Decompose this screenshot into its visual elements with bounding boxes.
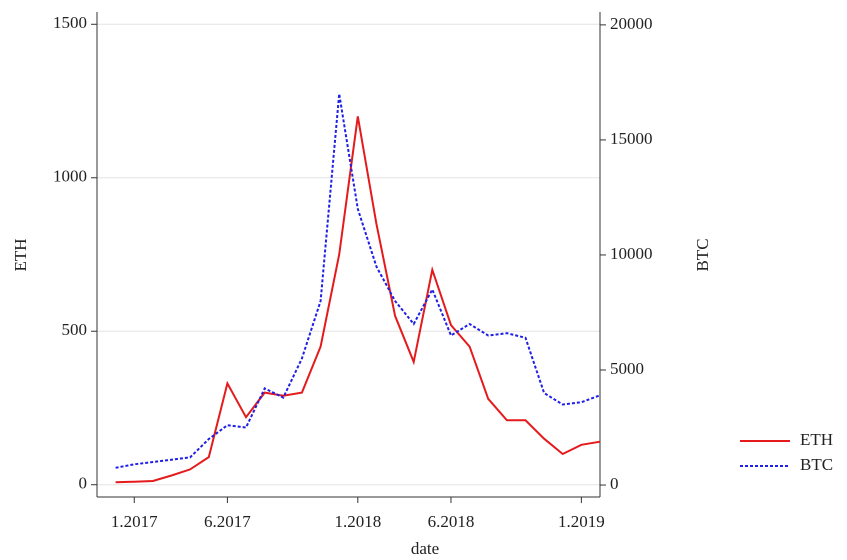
y2-tick-label: 0	[610, 474, 619, 493]
series-line	[115, 93, 601, 469]
y2-tick-label: 5000	[610, 359, 644, 378]
x-tick-label: 1.2018	[334, 512, 381, 531]
y2-tick-label: 15000	[610, 129, 653, 148]
x-tick-label: 1.2017	[111, 512, 158, 531]
y-tick-label: 500	[62, 320, 88, 339]
legend-label: BTC	[800, 455, 833, 474]
y2-tick-label: 10000	[610, 244, 653, 263]
x-axis-label: date	[411, 539, 439, 558]
y-axis-label: ETH	[11, 238, 30, 271]
y-tick-label: 1500	[53, 13, 87, 32]
y-tick-label: 1000	[53, 167, 87, 186]
y2-axis-label: BTC	[693, 238, 712, 271]
x-tick-label: 6.2018	[428, 512, 475, 531]
x-tick-label: 6.2017	[204, 512, 251, 531]
legend-label: ETH	[800, 430, 833, 449]
y2-tick-label: 20000	[610, 14, 653, 33]
y-tick-label: 0	[79, 474, 88, 493]
series-line	[115, 116, 601, 484]
x-tick-label: 1.2019	[558, 512, 605, 531]
